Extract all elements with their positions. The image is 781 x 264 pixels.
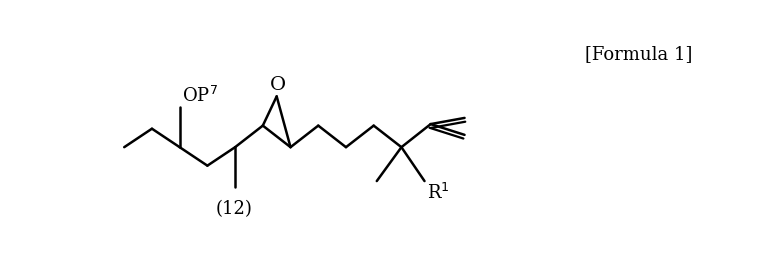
Text: (12): (12): [216, 200, 253, 218]
Text: OP$^7$: OP$^7$: [182, 86, 218, 106]
Text: [Formula 1]: [Formula 1]: [585, 45, 692, 64]
Text: O: O: [269, 76, 286, 94]
Text: R$^1$: R$^1$: [427, 183, 449, 204]
